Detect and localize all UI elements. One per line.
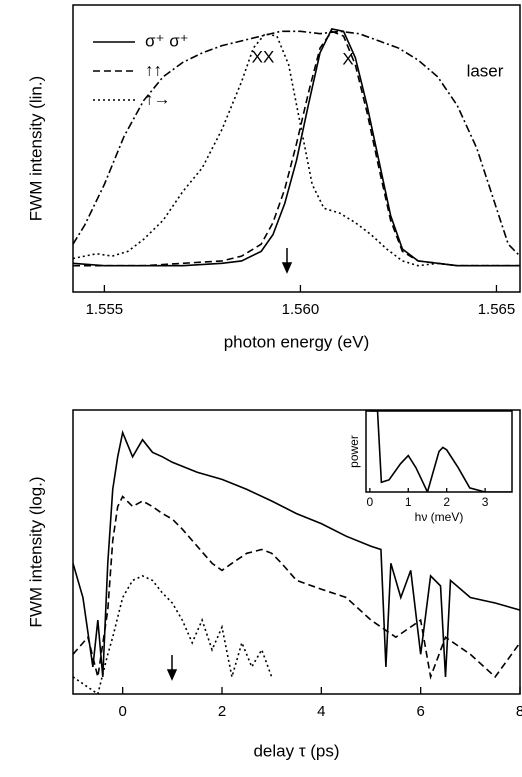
series-line — [73, 30, 520, 257]
plot-frame — [72, 409, 521, 695]
series-line — [73, 495, 520, 680]
series-line — [73, 429, 520, 677]
plot-area — [73, 28, 520, 267]
x-tick-label: 1.560 — [282, 301, 320, 318]
x-tick-label: 2 — [218, 703, 226, 720]
y-axis-label: FWM intensity (lin.) — [26, 76, 45, 221]
x-tick-label: 0 — [118, 703, 126, 720]
x-tick-label: 1.555 — [86, 301, 124, 318]
series-line — [73, 28, 520, 267]
x-tick-label: 6 — [416, 703, 424, 720]
series-line — [73, 32, 520, 267]
annotation: XX — [252, 47, 275, 66]
y-axis-label: FWM intensity (log.) — [26, 476, 45, 627]
x-axis-label: hν (meV) — [415, 510, 464, 524]
plot-area — [73, 429, 520, 694]
legend-label: σ⁺ σ⁺ — [145, 31, 189, 50]
x-axis-label: photon energy (eV) — [224, 332, 370, 351]
series-label: laser — [467, 61, 504, 80]
plot-frame — [365, 410, 513, 493]
annotation: X — [342, 49, 353, 68]
y-axis-label: power — [347, 435, 361, 468]
x-axis-label: delay τ (ps) — [253, 741, 339, 760]
x-tick-label: 1.565 — [478, 301, 516, 318]
legend-label: ↑→ — [145, 89, 171, 108]
series-line — [73, 30, 520, 267]
series-line — [369, 411, 512, 492]
x-tick-label: 1 — [405, 495, 412, 509]
x-tick-label: 8 — [516, 703, 522, 720]
arrow — [166, 248, 293, 681]
series-line — [73, 575, 273, 694]
plot-area — [369, 411, 512, 492]
x-tick-label: 4 — [317, 703, 325, 720]
x-tick-label: 2 — [443, 495, 450, 509]
x-tick-label: 0 — [366, 495, 373, 509]
x-tick-label: 3 — [482, 495, 489, 509]
legend-label: ↑↑ — [145, 60, 162, 79]
plot-frame — [72, 4, 521, 293]
